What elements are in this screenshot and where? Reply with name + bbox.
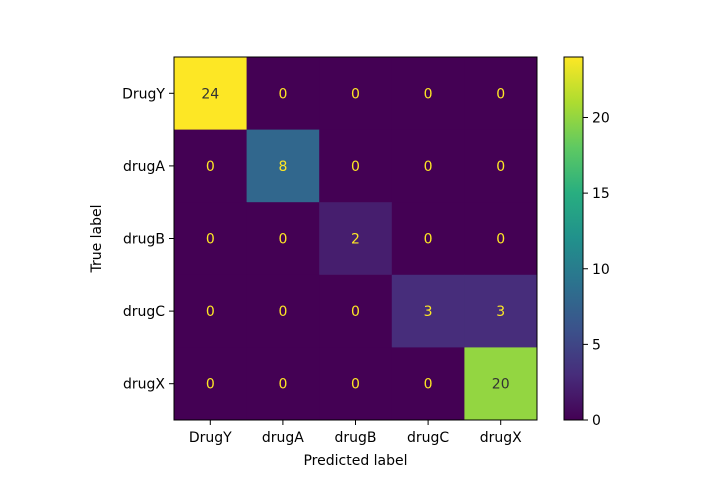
heatmap-cell <box>174 347 248 421</box>
heatmap-cell <box>246 202 320 276</box>
cell-value-label: 0 <box>424 86 433 102</box>
heatmap-cell <box>319 347 393 421</box>
heatmap-cell <box>246 57 320 131</box>
heatmap-cell <box>174 274 248 348</box>
y-tick-label: drugX <box>123 377 165 393</box>
y-axis-label: True label <box>89 204 105 273</box>
heatmap-cell <box>319 57 393 131</box>
cell-value-label: 0 <box>351 377 360 393</box>
cell-value-label: 0 <box>278 232 287 248</box>
cell-value-label: 0 <box>496 159 505 175</box>
cell-value-label: 3 <box>496 304 505 320</box>
heatmap-cell <box>391 202 465 276</box>
cell-value-label: 0 <box>496 232 505 248</box>
cell-value-label: 0 <box>351 159 360 175</box>
colorbar-ticks: 0 5 10 15 20 <box>583 111 610 429</box>
colorbar-tick-label: 15 <box>592 186 610 202</box>
heatmap-cell <box>246 347 320 421</box>
cell-value-label: 0 <box>206 159 215 175</box>
y-tick-label: drugB <box>123 232 165 248</box>
heatmap-cell <box>319 129 393 203</box>
y-axis-ticks: DrugY drugA drugB drugC drugX <box>122 86 174 393</box>
cell-value-label: 24 <box>201 86 219 102</box>
colorbar-tick-label: 20 <box>592 111 610 127</box>
colorbar <box>563 56 584 421</box>
heatmap-cell <box>464 274 538 348</box>
x-axis-ticks: DrugY drugA drugB drugC drugX <box>189 420 522 446</box>
cell-value-label: 0 <box>278 377 287 393</box>
y-tick-label: DrugY <box>122 86 165 102</box>
cell-value-label: 0 <box>424 159 433 175</box>
cell-value-label: 0 <box>424 377 433 393</box>
heatmap-cell <box>319 274 393 348</box>
y-tick-label: drugA <box>123 159 165 175</box>
cell-value-label: 0 <box>278 304 287 320</box>
heatmap-cell <box>391 274 465 348</box>
colorbar-tick-label: 0 <box>592 413 601 429</box>
heatmap-cell <box>464 57 538 131</box>
cell-value-label: 3 <box>424 304 433 320</box>
cell-value-label: 0 <box>496 86 505 102</box>
x-tick-label: drugA <box>262 430 304 446</box>
heatmap-cell <box>464 347 538 421</box>
heatmap-cell <box>174 129 248 203</box>
cell-value-label: 0 <box>351 304 360 320</box>
heatmap-cell <box>391 347 465 421</box>
heatmap-cell <box>174 202 248 276</box>
x-axis-label: Predicted label <box>303 453 407 469</box>
heatmap-cell-values: 24 0 0 0 00 8 0 0 00 0 2 0 00 0 0 3 30 0 0 0 20 <box>201 86 509 392</box>
cell-value-label: 0 <box>351 86 360 102</box>
x-tick-label: drugB <box>334 430 376 446</box>
cell-value-label: 0 <box>424 232 433 248</box>
y-tick-label: drugC <box>123 304 165 320</box>
heatmap-cell <box>174 57 248 131</box>
cell-value-label: 0 <box>206 377 215 393</box>
x-tick-label: drugX <box>480 430 522 446</box>
colorbar-tick-label: 10 <box>592 262 610 278</box>
x-tick-label: drugC <box>407 430 449 446</box>
heatmap-cell <box>246 274 320 348</box>
cell-value-label: 8 <box>278 159 287 175</box>
cell-value-label: 0 <box>278 86 287 102</box>
heatmap-cell <box>464 129 538 203</box>
heatmap-cell <box>246 129 320 203</box>
cell-value-label: 2 <box>351 232 360 248</box>
heatmap-cell <box>391 57 465 131</box>
cell-value-label: 0 <box>206 304 215 320</box>
x-tick-label: DrugY <box>189 430 232 446</box>
cell-value-label: 0 <box>206 232 215 248</box>
heatmap-cells <box>174 57 538 421</box>
cell-value-label: 20 <box>492 377 510 393</box>
heatmap-cell <box>391 129 465 203</box>
colorbar-tick-label: 5 <box>592 337 601 353</box>
heatmap-cell <box>464 202 538 276</box>
heatmap-cell <box>319 202 393 276</box>
